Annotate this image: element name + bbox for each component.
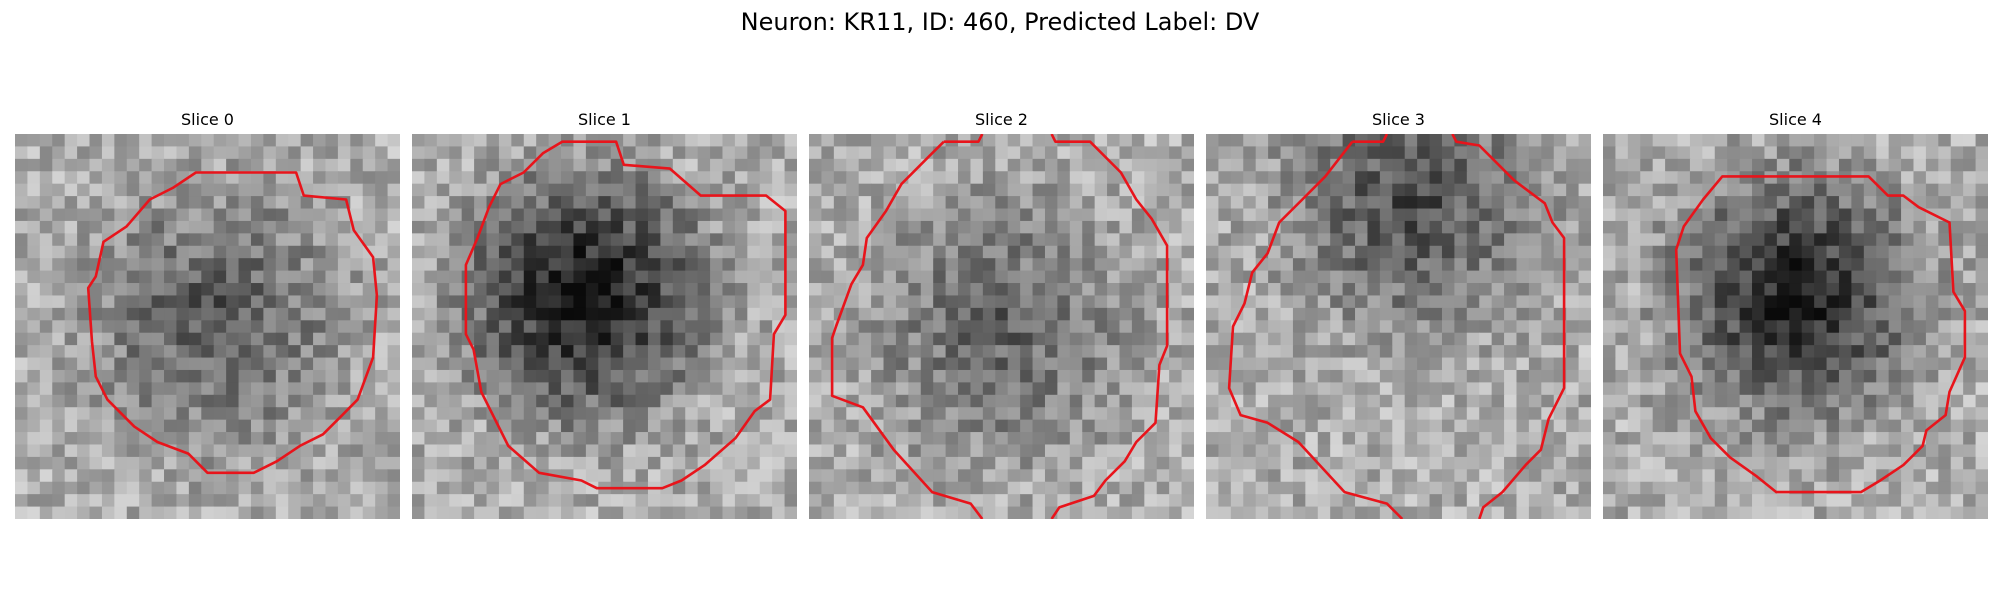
slice-panel-0: Slice 0 (15, 110, 400, 519)
slice-panel-4: Slice 4 (1603, 110, 1988, 519)
slice-image (1603, 134, 1988, 519)
roi-contour (830, 140, 984, 519)
slice-title: Slice 1 (578, 110, 631, 129)
roi-contour (1352, 134, 1389, 143)
roi-contour (943, 134, 984, 143)
slice-image (809, 134, 1194, 519)
figure-title: Neuron: KR11, ID: 460, Predicted Label: … (740, 8, 1260, 36)
roi-contour (86, 171, 379, 475)
slice-image (1206, 134, 1591, 519)
slice-panel-3: Slice 3 (1206, 110, 1591, 519)
slice-image (412, 134, 797, 519)
slice-panel-2: Slice 2 (809, 110, 1194, 519)
roi-contour (1050, 134, 1169, 519)
roi-contour (1227, 140, 1404, 519)
slice-title: Slice 4 (1769, 110, 1822, 129)
slice-title: Slice 0 (181, 110, 234, 129)
slice-title: Slice 2 (975, 110, 1028, 129)
slice-image (15, 134, 400, 519)
slice-panel-1: Slice 1 (412, 110, 797, 519)
roi-contour (1674, 175, 1967, 494)
roi-contour (464, 140, 787, 490)
roi-contour (1451, 134, 1566, 519)
slice-title: Slice 3 (1372, 110, 1425, 129)
